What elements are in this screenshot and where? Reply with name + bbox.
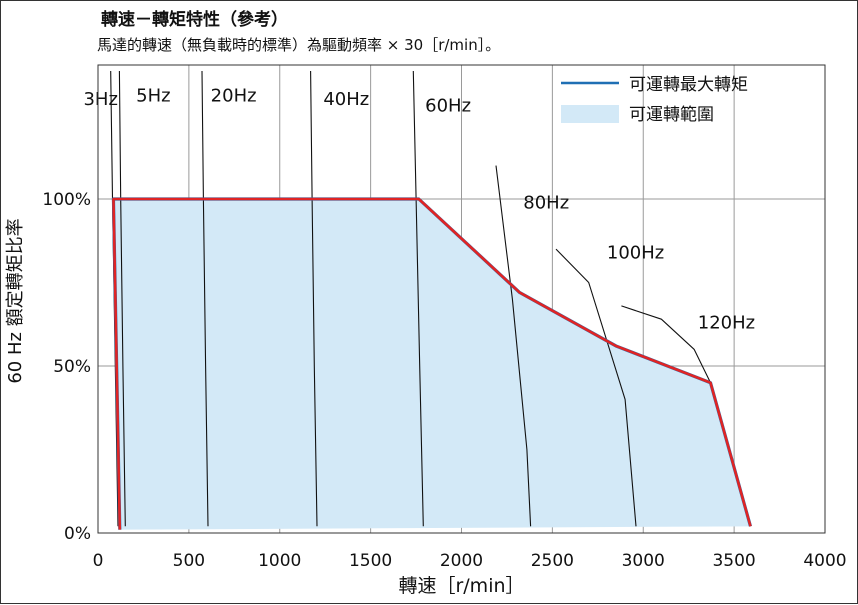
frequency-label: 40Hz (323, 89, 369, 110)
chart-subtitle: 馬達的轉速（無負載時的標準）為驅動頻率 × 30［r/min］。 (97, 36, 501, 54)
frequency-curves: 3Hz 5Hz 20Hz 40Hz 60Hz 80Hz 100Hz 120Hz (83, 70, 755, 527)
x-tick-label: 3500 (712, 551, 755, 571)
frequency-curve-5hz (118, 70, 126, 527)
x-tick-label: 4000 (803, 551, 846, 571)
x-tick-label: 1000 (258, 551, 301, 571)
frequency-label: 120Hz (698, 313, 755, 334)
chart-title: 轉速－轉矩特性（參考） (101, 10, 288, 30)
max-torque-red-outline (112, 197, 752, 530)
legend-label-max-torque: 可運轉最大轉矩 (629, 75, 748, 95)
frequency-curve-40hz (310, 70, 318, 527)
frequency-label: 20Hz (211, 85, 257, 106)
frequency-curve-20hz (201, 70, 209, 527)
y-tick-label: 50% (53, 357, 91, 377)
x-axis-label: 轉速［r/min］ (398, 575, 524, 597)
frequency-curve-120hz (621, 305, 711, 383)
plot-border (97, 64, 826, 534)
frequency-label: 3Hz (83, 89, 117, 110)
legend-area-swatch (561, 105, 619, 123)
max-torque-boundary (111, 197, 753, 530)
y-tick-label: 0% (64, 524, 91, 544)
y-axis-label: 60 Hz 額定轉矩比率 (5, 218, 26, 383)
operating-range-fill (113, 199, 751, 530)
frequency-curve-60hz (412, 70, 424, 527)
x-tick-label: 3000 (622, 551, 665, 571)
frequency-label: 80Hz (523, 192, 569, 213)
x-tick-label: 0 (93, 551, 104, 571)
x-tick-label: 1500 (349, 551, 392, 571)
frequency-label: 60Hz (425, 95, 471, 116)
x-tick-label: 2500 (531, 551, 574, 571)
axes: 0 500 1000 1500 2000 2500 3000 3500 4000 0% 50% 100… (5, 64, 847, 597)
frequency-label: 100Hz (607, 242, 664, 263)
y-tick-label: 100% (42, 190, 91, 210)
legend-label-range: 可運轉範圍 (629, 105, 714, 125)
frequency-curve-80hz (495, 165, 532, 527)
x-tick-label: 500 (173, 551, 205, 571)
operating-range-area (113, 199, 751, 530)
x-tick-label: 2000 (440, 551, 483, 571)
frequency-label: 5Hz (136, 85, 170, 106)
